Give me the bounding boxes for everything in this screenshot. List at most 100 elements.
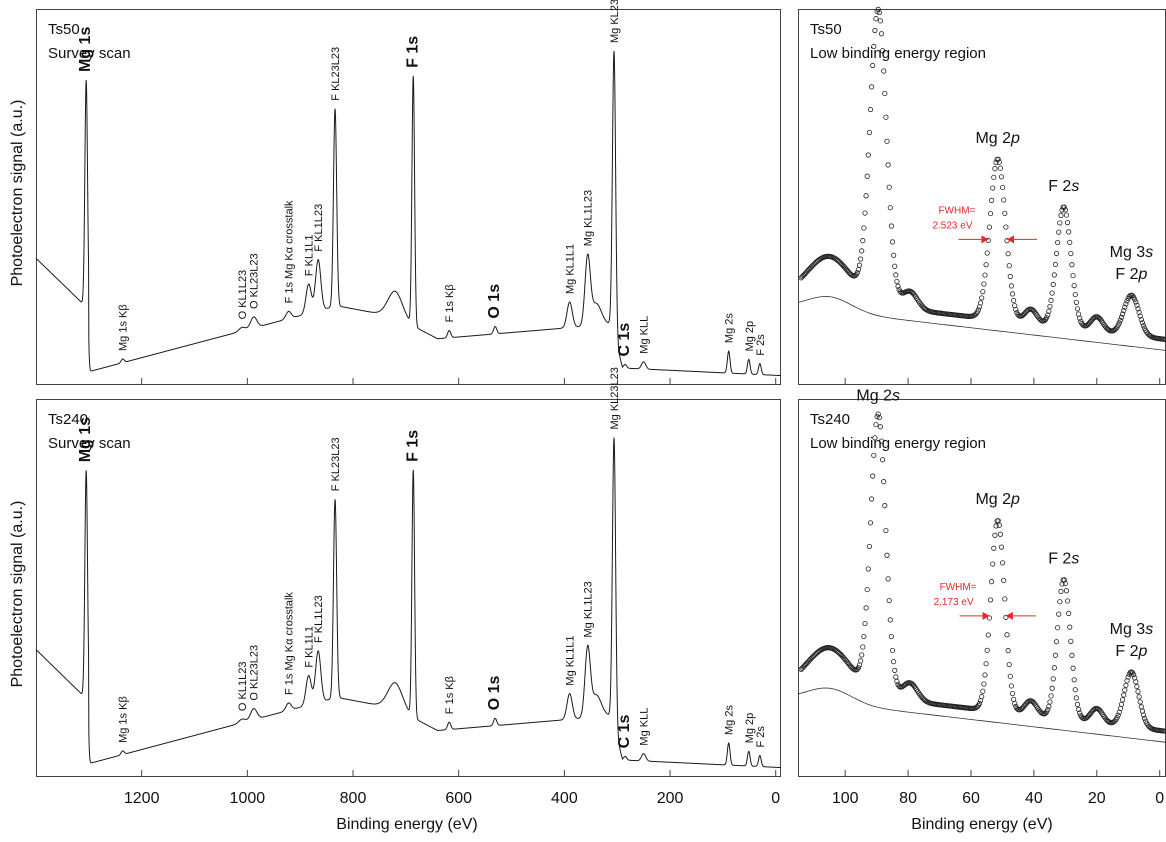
data-point — [877, 424, 884, 430]
data-point — [990, 561, 996, 567]
data-point — [1077, 315, 1083, 321]
data-point — [1072, 291, 1078, 298]
data-point — [999, 560, 1006, 566]
data-point — [882, 90, 888, 97]
data-point — [980, 289, 986, 295]
data-point — [992, 532, 998, 538]
data-point — [863, 193, 869, 199]
data-point — [887, 617, 893, 623]
data-point — [1055, 625, 1061, 631]
data-point — [891, 659, 897, 665]
data-point — [872, 27, 878, 34]
data-point — [855, 665, 861, 671]
data-point — [857, 256, 864, 262]
data-point — [873, 16, 879, 22]
data-point — [999, 184, 1006, 191]
peak-label-2-1-3: F 2p — [1115, 266, 1147, 283]
data-point — [867, 520, 874, 526]
data-point — [871, 452, 877, 458]
peak-label-2-0: Mg 1s — [77, 417, 94, 462]
data-point — [1066, 610, 1072, 616]
data-point — [1058, 588, 1064, 595]
peak-label-2-8: F 1s — [404, 430, 421, 462]
data-point — [881, 479, 887, 485]
peak-label-3-2: F 2s — [1048, 550, 1079, 567]
data-point — [1115, 712, 1121, 718]
data-point — [1006, 263, 1012, 269]
x-tick-label-3-2: 60 — [962, 790, 980, 807]
data-point — [982, 672, 988, 678]
fwhm-value-1: 2.523 eV — [932, 220, 972, 231]
y-axis-label-top: Photoelectron signal (a.u.) — [9, 100, 26, 287]
data-point — [1068, 638, 1074, 644]
data-point — [1006, 661, 1012, 668]
data-point — [1048, 693, 1054, 699]
data-point — [992, 166, 998, 172]
data-point — [1050, 281, 1056, 288]
peak-label-0-15: Mg KLL — [639, 316, 651, 354]
data-point — [1064, 220, 1071, 226]
data-point — [892, 263, 898, 269]
data-point — [1061, 204, 1067, 210]
data-point — [1046, 308, 1052, 314]
data-point — [982, 272, 988, 278]
data-point — [1005, 251, 1011, 257]
data-point — [1070, 665, 1076, 671]
data-point — [1123, 682, 1129, 688]
data-point — [1133, 679, 1139, 685]
data-point — [996, 522, 1002, 528]
data-point — [1001, 197, 1007, 203]
peak-label-0-8: F 1s — [404, 36, 421, 68]
data-point — [988, 197, 995, 203]
data-point — [872, 435, 878, 441]
data-point — [977, 300, 984, 306]
data-point — [1056, 229, 1062, 235]
data-point — [854, 270, 860, 276]
peak-label-0-2: O KL1L23 — [237, 270, 249, 320]
data-point — [1135, 306, 1141, 312]
data-point — [884, 552, 890, 558]
data-point — [895, 283, 901, 289]
data-point — [1116, 320, 1122, 326]
data-point — [1013, 307, 1019, 313]
x-tick-label-2-1: 1000 — [230, 790, 266, 807]
data-point — [868, 496, 875, 502]
data-point — [996, 159, 1002, 165]
peak-label-2-18: F 2s — [755, 726, 767, 748]
data-point — [1009, 291, 1016, 297]
data-point — [1057, 220, 1063, 226]
peak-label-0-3: O KL23L23 — [249, 253, 261, 309]
data-point — [1058, 212, 1064, 218]
data-point — [1136, 694, 1142, 700]
data-point — [1116, 709, 1122, 715]
data-point — [892, 667, 898, 673]
data-point — [1052, 261, 1059, 268]
data-point — [1045, 707, 1051, 713]
data-point — [984, 647, 990, 653]
data-point — [1009, 690, 1016, 697]
data-point — [1004, 238, 1010, 244]
peak-label-1-1: Mg 2p — [975, 130, 1020, 147]
data-point — [886, 184, 892, 190]
peak-label-0-11: Mg KL1L1 — [565, 244, 577, 294]
data-point — [998, 174, 1005, 180]
x-tick-label-3-0: 100 — [832, 790, 859, 807]
data-point — [866, 543, 873, 550]
peak-label-1-3: Mg 3s — [1110, 244, 1154, 261]
data-point — [1011, 696, 1017, 702]
peak-label-2-16: Mg 2s — [724, 705, 736, 735]
data-point — [1056, 611, 1062, 617]
data-point — [856, 262, 863, 268]
data-point — [880, 457, 886, 463]
plot-frame-0 — [36, 9, 781, 385]
data-point — [1002, 596, 1008, 602]
data-point — [1049, 685, 1055, 691]
data-point — [1045, 312, 1051, 318]
data-point — [1047, 699, 1053, 705]
peak-label-0-5: F KL1L1 — [304, 235, 316, 277]
data-point — [866, 129, 873, 136]
data-point — [975, 307, 981, 313]
data-point — [876, 414, 882, 421]
